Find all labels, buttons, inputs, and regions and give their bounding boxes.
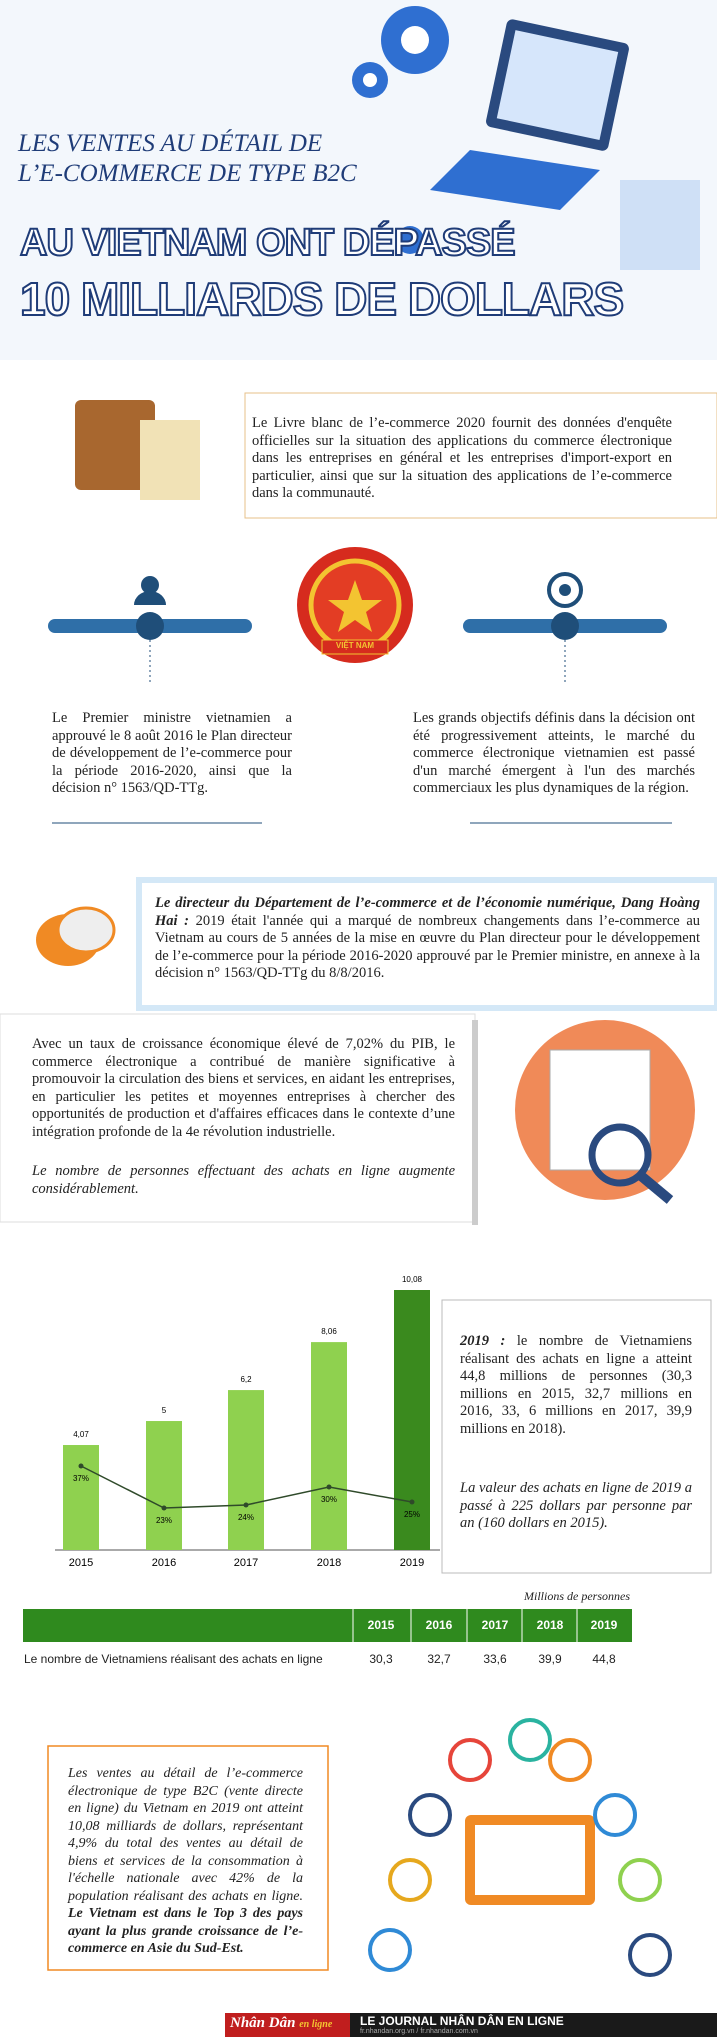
footer-name: LE JOURNAL NHÂN DÂN EN LIGNE xyxy=(360,2014,564,2028)
title: L’E-COMMERCE DE TYPE B2C xyxy=(18,160,357,187)
headline: 10 MILLIARDS DE DOLLARS xyxy=(19,272,625,326)
footer-urls: fr.nhandan.org.vn / fr.nhandan.com.vn xyxy=(360,2028,478,2035)
table-caption: Millions de personnes xyxy=(524,1589,630,1603)
headline: AU VIETNAM ONT DÉPASSÉ xyxy=(19,221,517,265)
table-cell: 2018 xyxy=(536,1618,564,1632)
table-cell: 30,3 xyxy=(369,1652,393,1666)
column: Les grands objectifs définis dans la déc… xyxy=(413,710,695,796)
emblem-label: VIỆT NAM xyxy=(335,641,375,650)
column: Le Premier ministre vietnamien a approuv… xyxy=(52,710,292,796)
table-cell: 39,9 xyxy=(538,1652,562,1666)
paragraph: Avec un taux de croissance économique él… xyxy=(32,1036,455,1140)
table-cell: 32,7 xyxy=(427,1652,451,1666)
logo: Nhân Dân xyxy=(230,2015,296,2031)
side-text: le nombre de Vietnamiens réalisant des a… xyxy=(460,1333,692,1437)
table-cell: 33,6 xyxy=(483,1652,507,1666)
table-cell: 2019 xyxy=(590,1618,618,1632)
table-cell: 2016 xyxy=(425,1618,453,1632)
side-lead: 2019 : xyxy=(460,1333,506,1349)
table-cell: 2015 xyxy=(367,1618,395,1632)
logo-sub: en ligne xyxy=(299,2019,333,2030)
title: LES VENTES AU DÉTAIL DE xyxy=(18,130,323,157)
quote: 2019 était l'année qui a marqué de nombr… xyxy=(155,912,701,982)
intro: Le Livre blanc de l’e-commerce 2020 four… xyxy=(252,415,672,501)
row-label: Le nombre de Vietnamiens réalisant des a… xyxy=(24,1652,323,1666)
speaker: Le directeur du Département de l’e-comme… xyxy=(155,895,700,929)
table-cell: 2017 xyxy=(481,1618,509,1632)
paragraph-note: Le nombre de personnes effectuant des ac… xyxy=(32,1163,455,1197)
side-note: La valeur des achats en ligne de 2019 a … xyxy=(460,1480,692,1531)
conclusion-bold: Le Vietnam est dans le Top 3 des pays ay… xyxy=(68,1906,303,1956)
table-cell: 44,8 xyxy=(592,1652,616,1666)
conclusion: Les ventes au détail de l’e-commerce éle… xyxy=(68,1766,303,1904)
